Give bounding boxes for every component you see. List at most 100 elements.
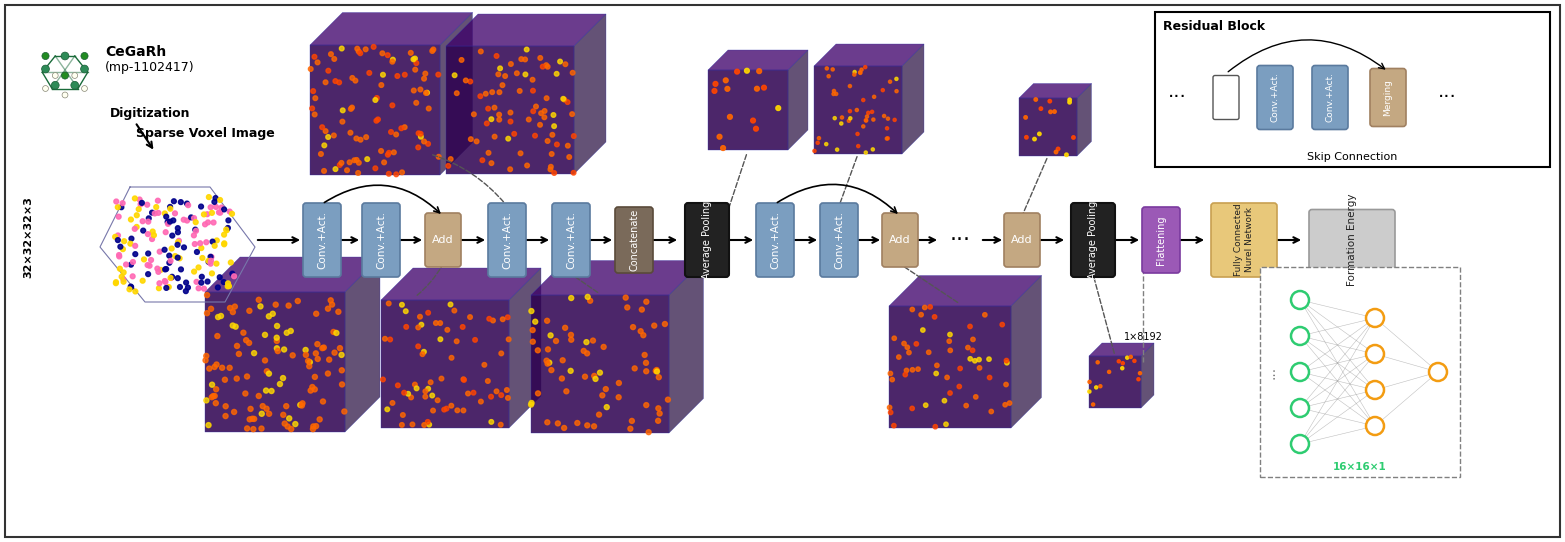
Point — [211, 239, 236, 248]
Point — [211, 205, 236, 214]
Circle shape — [541, 115, 546, 120]
Circle shape — [745, 68, 750, 73]
Circle shape — [462, 377, 466, 382]
Point — [169, 265, 194, 274]
Circle shape — [310, 384, 315, 390]
Circle shape — [599, 393, 604, 398]
Text: Skip Connection: Skip Connection — [1307, 152, 1398, 162]
Circle shape — [592, 424, 596, 429]
Circle shape — [326, 371, 330, 376]
Circle shape — [426, 141, 430, 146]
Circle shape — [355, 46, 360, 51]
Circle shape — [63, 92, 67, 98]
Point — [166, 228, 191, 237]
Circle shape — [391, 150, 396, 154]
Circle shape — [241, 330, 246, 335]
Circle shape — [545, 358, 549, 363]
Point — [127, 195, 152, 204]
Circle shape — [734, 69, 740, 74]
Circle shape — [493, 134, 498, 139]
Circle shape — [546, 360, 552, 365]
FancyBboxPatch shape — [1369, 68, 1405, 126]
Circle shape — [448, 302, 452, 307]
Point — [189, 273, 214, 281]
Circle shape — [379, 149, 383, 153]
Polygon shape — [344, 257, 380, 432]
Circle shape — [280, 412, 286, 417]
Circle shape — [988, 375, 992, 380]
Text: Conv.+Act.: Conv.+Act. — [318, 211, 327, 269]
Circle shape — [274, 346, 280, 351]
Circle shape — [319, 125, 324, 130]
Circle shape — [260, 404, 264, 409]
Circle shape — [266, 314, 271, 319]
Circle shape — [872, 118, 875, 121]
Circle shape — [833, 117, 836, 120]
Circle shape — [554, 339, 559, 344]
Circle shape — [258, 426, 264, 431]
Circle shape — [1366, 309, 1383, 327]
Circle shape — [243, 391, 247, 396]
Circle shape — [581, 349, 587, 353]
Circle shape — [1291, 399, 1308, 417]
Circle shape — [374, 95, 379, 100]
Point — [110, 272, 135, 281]
Circle shape — [340, 382, 344, 387]
Circle shape — [529, 308, 534, 313]
Circle shape — [490, 161, 493, 165]
Point — [124, 223, 149, 231]
Point — [156, 251, 182, 260]
Circle shape — [479, 49, 484, 54]
Circle shape — [512, 132, 516, 136]
Circle shape — [480, 158, 485, 163]
Circle shape — [654, 369, 659, 374]
Circle shape — [1291, 435, 1308, 453]
Circle shape — [565, 100, 570, 105]
Circle shape — [529, 402, 534, 407]
Circle shape — [817, 137, 820, 140]
Circle shape — [81, 86, 88, 92]
Point — [199, 253, 224, 261]
Circle shape — [405, 391, 410, 396]
Point — [155, 218, 180, 227]
Circle shape — [313, 112, 318, 117]
Circle shape — [524, 163, 529, 168]
Circle shape — [1366, 381, 1383, 399]
Circle shape — [274, 335, 279, 340]
Circle shape — [52, 73, 58, 79]
Circle shape — [376, 117, 380, 122]
Point — [139, 256, 164, 264]
Circle shape — [549, 164, 552, 169]
Text: Fully Connected
Nurel Network: Fully Connected Nurel Network — [1235, 204, 1254, 276]
Circle shape — [1291, 291, 1308, 309]
Circle shape — [207, 366, 211, 371]
Circle shape — [588, 298, 593, 304]
Circle shape — [460, 325, 465, 329]
Circle shape — [415, 61, 419, 66]
Circle shape — [491, 105, 496, 110]
Circle shape — [286, 303, 291, 308]
Circle shape — [1125, 356, 1128, 359]
Circle shape — [905, 345, 909, 350]
Circle shape — [973, 395, 978, 399]
Point — [103, 279, 128, 288]
Circle shape — [496, 112, 501, 117]
Circle shape — [1025, 136, 1028, 139]
Circle shape — [437, 154, 441, 159]
Point — [141, 227, 166, 236]
Circle shape — [468, 137, 473, 141]
Circle shape — [1067, 100, 1072, 104]
Circle shape — [305, 358, 310, 364]
Circle shape — [568, 337, 574, 342]
Circle shape — [631, 325, 635, 330]
Circle shape — [297, 402, 302, 408]
Circle shape — [559, 376, 565, 381]
Circle shape — [459, 57, 463, 62]
Circle shape — [854, 108, 859, 112]
FancyBboxPatch shape — [552, 203, 590, 277]
Circle shape — [444, 406, 449, 411]
Circle shape — [922, 305, 926, 309]
Circle shape — [560, 358, 565, 363]
FancyBboxPatch shape — [1211, 203, 1277, 277]
Circle shape — [554, 72, 559, 76]
